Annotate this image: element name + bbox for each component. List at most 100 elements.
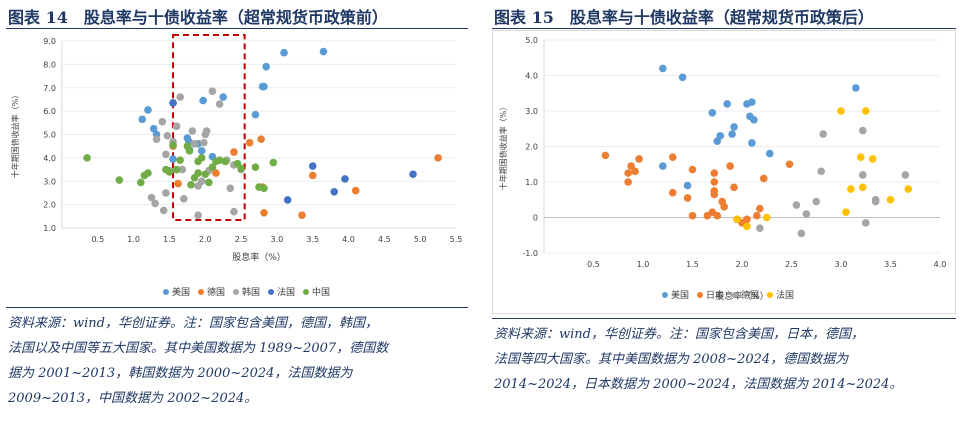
left-point	[298, 211, 306, 219]
right-point	[802, 210, 811, 218]
right-point	[624, 178, 632, 186]
left-point	[194, 211, 202, 219]
right-point	[668, 188, 677, 197]
left-point	[283, 196, 292, 204]
left-point	[151, 199, 159, 208]
left-point	[434, 154, 442, 162]
left-point	[197, 154, 206, 162]
right-point	[710, 190, 719, 199]
right-point	[753, 211, 761, 220]
right-point	[601, 151, 610, 160]
right-legend-label: 美国	[671, 289, 689, 301]
right-point	[858, 171, 867, 179]
left-x-tick-label: 1.5	[163, 235, 176, 244]
right-point	[728, 130, 736, 138]
right-point	[886, 195, 895, 204]
left-point	[147, 193, 156, 202]
left-point	[162, 150, 170, 159]
right-point	[901, 171, 910, 179]
left-point	[215, 156, 224, 165]
right-y-tick-label: 1.0	[525, 178, 538, 187]
left-point	[115, 176, 124, 184]
right-point	[678, 73, 687, 82]
left-point	[178, 165, 187, 174]
right-point	[743, 215, 751, 224]
right-chart-frame	[492, 30, 956, 314]
left-highlight-box	[172, 34, 246, 221]
left-point	[137, 178, 145, 187]
right-legend-marker	[662, 292, 668, 298]
left-point	[138, 115, 147, 124]
left-point	[187, 180, 195, 189]
right-point	[624, 169, 632, 177]
right-source-line: 法国等四大国家。其中美国数据为 2008~2024，德国数据为	[494, 352, 849, 367]
right-x-axis-title: 股息率（%）	[715, 290, 769, 302]
left-point	[169, 141, 177, 149]
right-point	[842, 208, 850, 216]
right-title: 图表 15 股息率与十债收益率（超常规货币政策后）	[494, 8, 874, 27]
right-source-note: 资料来源：wind，华创证券。注：国家包含美国，日本，德国， 法国等四大国家。其…	[494, 322, 956, 397]
left-x-tick-label: 0.5	[91, 235, 104, 244]
right-point	[858, 126, 867, 135]
left-point	[212, 169, 220, 177]
right-y-tick-label: 2.0	[525, 143, 538, 152]
left-point	[280, 48, 288, 57]
left-legend-marker	[303, 289, 309, 295]
left-legend-marker	[268, 289, 274, 295]
right-point	[858, 183, 867, 192]
right-x-tick-label: 3.0	[835, 260, 848, 269]
right-x-tick-label: 2.5	[785, 260, 798, 269]
right-point	[756, 224, 764, 232]
right-y-tick-label: 4.0	[525, 72, 538, 81]
right-y-axis-title: 十年期国债收益率（%）	[498, 103, 508, 191]
left-y-axis-title: 十年期国债收益率（%）	[10, 91, 20, 179]
left-source-line: 资料来源：wind，华创证券。注：国家包含美国，德国，韩国，	[8, 316, 378, 331]
right-x-tick-label: 2.0	[736, 260, 749, 269]
left-point	[199, 96, 207, 105]
left-point	[159, 206, 168, 215]
left-point	[260, 209, 268, 217]
left-point	[200, 138, 208, 147]
left-panel: 图表 14 股息率与十债收益率（超常规货币政策前） 1.0 2.0 3.0 4.0 5.…	[0, 0, 470, 423]
left-point	[176, 156, 184, 165]
right-scatter-chart: -1.0 0 1.0 2.0 3.0 4.0 5.0 0.5 1.0 1.5 2.0 2.5 3.0 3.…	[498, 36, 946, 302]
left-y-tick-label: 3.0	[43, 177, 56, 186]
right-x-tick-label: 1.0	[637, 260, 650, 269]
right-point	[688, 165, 697, 174]
right-point	[812, 197, 821, 206]
left-point	[176, 93, 184, 101]
right-y-tick-label: -1.0	[522, 249, 538, 258]
left-point	[260, 184, 268, 193]
left-point	[221, 157, 230, 166]
left-point	[163, 131, 172, 140]
right-point	[733, 215, 741, 224]
right-point	[861, 219, 870, 227]
left-point	[197, 147, 206, 155]
left-point	[215, 100, 224, 108]
left-point	[257, 135, 265, 143]
left-point	[194, 169, 202, 177]
left-point	[251, 110, 260, 119]
left-y-tick-label: 6.0	[43, 107, 56, 116]
left-point	[202, 127, 211, 135]
left-legend-label: 韩国	[242, 286, 260, 298]
right-point	[720, 203, 728, 211]
right-point	[857, 153, 865, 161]
right-legend-label: 德国	[741, 289, 759, 301]
left-source-line: 法国以及中国等五大国家。其中美国数据为 1989~2007，德国数	[8, 341, 389, 356]
right-point	[756, 204, 764, 213]
right-point	[683, 194, 692, 202]
left-point	[319, 47, 328, 56]
left-scatter-chart: 1.0 2.0 3.0 4.0 5.0 6.0 7.0 8.0 9.0 0.5 1.0 1.5 2.0 2…	[10, 34, 462, 298]
left-point	[205, 178, 213, 187]
left-point	[172, 165, 181, 174]
right-point	[819, 130, 827, 138]
left-legend-label: 法国	[277, 286, 295, 298]
left-legend-marker	[233, 289, 239, 295]
right-point	[904, 185, 913, 193]
right-point	[710, 178, 719, 186]
left-point	[172, 122, 181, 131]
left-legend-marker	[198, 289, 204, 295]
left-y-tick-label: 7.0	[43, 84, 56, 93]
right-x-tick-label: 3.5	[884, 260, 897, 269]
